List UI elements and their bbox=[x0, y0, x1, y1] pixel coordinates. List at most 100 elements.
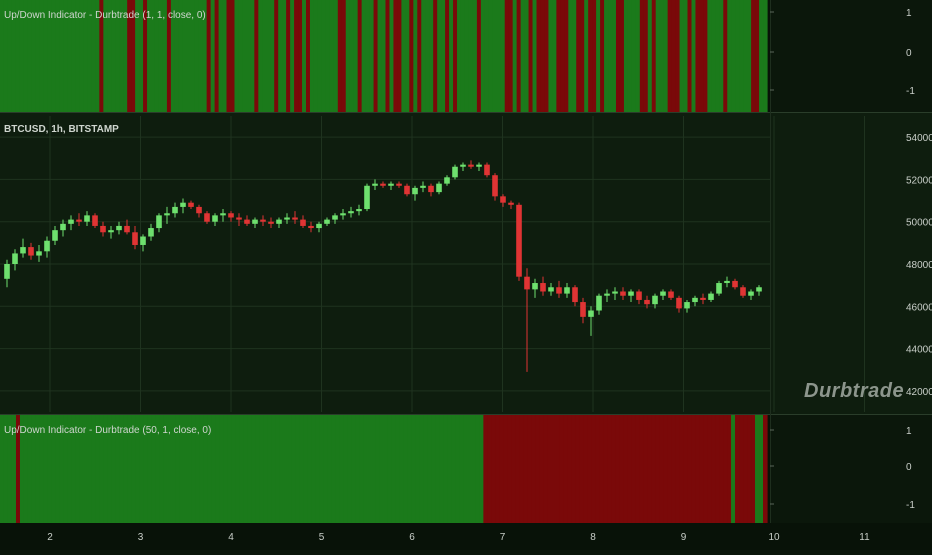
bottom-indicator-bar bbox=[327, 415, 333, 523]
candle-body bbox=[676, 297, 682, 309]
top-indicator-bar bbox=[755, 0, 760, 112]
top-indicator-bar bbox=[759, 0, 764, 112]
top-indicator-bar bbox=[329, 0, 335, 112]
top-indicator-bar bbox=[282, 0, 287, 112]
candle-body bbox=[4, 264, 10, 279]
top-indicator-bar bbox=[266, 0, 271, 112]
bottom-indicator-bar bbox=[299, 415, 305, 523]
top-indicator-bar bbox=[445, 0, 450, 112]
candle-body bbox=[660, 291, 666, 296]
candle-body bbox=[428, 185, 434, 193]
bottom-indicator-bar bbox=[751, 415, 756, 523]
bottom-indicator-bar bbox=[275, 415, 281, 523]
candle-body bbox=[12, 253, 18, 264]
bottom-indicator-bar bbox=[575, 415, 580, 523]
top-indicator-bar bbox=[635, 0, 641, 112]
candle-body bbox=[52, 230, 58, 241]
bottom-indicator-bar bbox=[443, 415, 449, 523]
bottom-indicator-bar bbox=[571, 415, 576, 523]
candle-body bbox=[692, 297, 698, 303]
bottom-indicator-bar bbox=[703, 415, 708, 523]
candle-body bbox=[148, 228, 154, 237]
bottom-indicator-bar bbox=[195, 415, 201, 523]
bottom-indicator-bar bbox=[343, 415, 349, 523]
bottom-indicator-bar bbox=[639, 415, 644, 523]
candle-body bbox=[340, 213, 346, 216]
bottom-indicator-bar bbox=[227, 415, 233, 523]
bottom-indicator-bar bbox=[239, 415, 245, 523]
top-indicator-bar bbox=[91, 0, 96, 112]
bottom-indicator-bar bbox=[3, 415, 9, 523]
top-indicator-bar bbox=[63, 0, 69, 112]
indicator-tick-label: 0 bbox=[906, 462, 912, 473]
bottom-indicator-bar bbox=[371, 415, 377, 523]
candle-body bbox=[516, 204, 522, 277]
top-indicator-bar bbox=[294, 0, 299, 112]
bottom-indicator-bar bbox=[683, 415, 688, 523]
top-indicator-bar bbox=[683, 0, 689, 112]
bottom-indicator-bar bbox=[755, 415, 760, 523]
candle-body bbox=[356, 209, 362, 212]
indicator-tick-label: 0 bbox=[906, 48, 912, 59]
bottom-indicator-bar bbox=[135, 415, 141, 523]
top-indicator-bar bbox=[333, 0, 339, 112]
bottom-indicator-bar bbox=[515, 415, 520, 523]
bottom-indicator-bar bbox=[43, 415, 49, 523]
time-tick-label: 6 bbox=[409, 532, 415, 543]
candle-body bbox=[604, 293, 610, 296]
bottom-indicator-bar bbox=[263, 415, 269, 523]
bottom-indicator-bar bbox=[647, 415, 652, 523]
candle-body bbox=[260, 219, 266, 222]
candle-body bbox=[476, 164, 482, 167]
top-indicator-bar bbox=[43, 0, 49, 112]
bottom-indicator-bar bbox=[0, 415, 5, 523]
top-indicator-bar bbox=[107, 0, 112, 112]
top-indicator-bar bbox=[659, 0, 665, 112]
bottom-indicator-bar bbox=[147, 415, 153, 523]
top-indicator-bar bbox=[596, 0, 601, 112]
top-indicator-bar bbox=[242, 0, 247, 112]
bottom-indicator-bar bbox=[19, 415, 25, 523]
bottom-indicator-bar bbox=[63, 415, 69, 523]
bottom-indicator-bar bbox=[435, 415, 441, 523]
top-indicator-bar bbox=[238, 0, 244, 112]
indicator-tick-label: 1 bbox=[906, 8, 912, 19]
bottom-indicator-bar bbox=[475, 415, 480, 523]
candle-body bbox=[188, 202, 194, 207]
top-indicator-bar bbox=[655, 0, 661, 112]
top-indicator-bar bbox=[178, 0, 184, 112]
candle-body bbox=[548, 287, 554, 292]
bottom-indicator-bar bbox=[7, 415, 13, 523]
bottom-indicator-bar bbox=[159, 415, 165, 523]
top-indicator-bar bbox=[278, 0, 283, 112]
top-indicator-bar bbox=[627, 0, 633, 112]
top-indicator-bar bbox=[540, 0, 546, 112]
candle-body bbox=[156, 215, 162, 229]
bottom-indicator-bar bbox=[763, 415, 768, 523]
bottom-indicator-bar bbox=[247, 415, 253, 523]
top-indicator-bar bbox=[119, 0, 124, 112]
candle-body bbox=[508, 202, 514, 205]
top-indicator-bar bbox=[453, 0, 458, 112]
top-indicator-bar bbox=[198, 0, 204, 112]
top-indicator-bar bbox=[437, 0, 442, 112]
bottom-indicator-bar bbox=[459, 415, 464, 523]
bottom-indicator-bar bbox=[187, 415, 193, 523]
top-indicator-bar bbox=[675, 0, 681, 112]
top-indicator-bar bbox=[743, 0, 748, 112]
top-indicator-bar bbox=[703, 0, 708, 112]
candle-body bbox=[596, 295, 602, 311]
top-indicator-bar bbox=[508, 0, 514, 112]
top-indicator-bar bbox=[127, 0, 132, 112]
top-indicator-bar bbox=[715, 0, 720, 112]
top-indicator-bar bbox=[588, 0, 593, 112]
top-indicator-bar bbox=[182, 0, 188, 112]
top-indicator-bar bbox=[647, 0, 653, 112]
top-indicator-bar bbox=[298, 0, 303, 112]
bottom-indicator-bar bbox=[375, 415, 381, 523]
bottom-indicator-bar bbox=[391, 415, 397, 523]
bottom-indicator-bar bbox=[651, 415, 656, 523]
bottom-indicator-bar bbox=[675, 415, 680, 523]
